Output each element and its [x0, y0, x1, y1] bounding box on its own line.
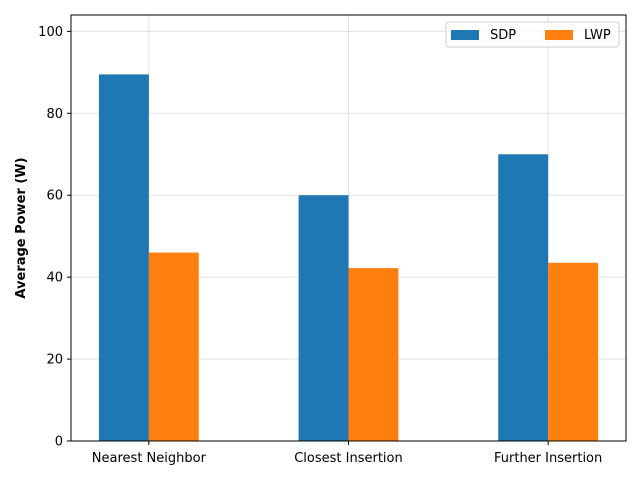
legend-label-sdp: SDP [490, 28, 516, 43]
y-tick-label: 100 [38, 25, 63, 40]
y-tick-label: 0 [55, 435, 63, 450]
bar-lwp-2 [548, 262, 599, 441]
legend: SDP LWP [445, 21, 620, 48]
bar-lwp-1 [348, 268, 399, 441]
x-tick-label: Nearest Neighbor [92, 451, 207, 466]
bar-sdp-1 [298, 195, 349, 441]
y-tick-label: 60 [46, 189, 63, 204]
y-tick-label: 20 [46, 353, 63, 368]
y-tick-label: 80 [46, 107, 63, 122]
legend-box [445, 21, 620, 48]
bars [98, 74, 599, 442]
bar-sdp-0 [98, 74, 149, 442]
bar-sdp-2 [498, 154, 549, 441]
legend-label-lwp: LWP [584, 28, 611, 43]
bar-lwp-0 [148, 252, 199, 441]
x-tick-label: Further Insertion [494, 451, 602, 466]
y-tick-label: 40 [46, 271, 63, 286]
x-axis-ticks: Nearest Neighbor Closest Insertion Further… [92, 441, 602, 466]
y-axis-label: Average Power (W) [14, 157, 29, 298]
legend-swatch-sdp [451, 30, 479, 40]
y-axis-ticks: 0 20 40 60 80 100 [38, 25, 71, 450]
x-tick-label: Closest Insertion [294, 451, 403, 466]
legend-swatch-lwp [545, 30, 573, 40]
